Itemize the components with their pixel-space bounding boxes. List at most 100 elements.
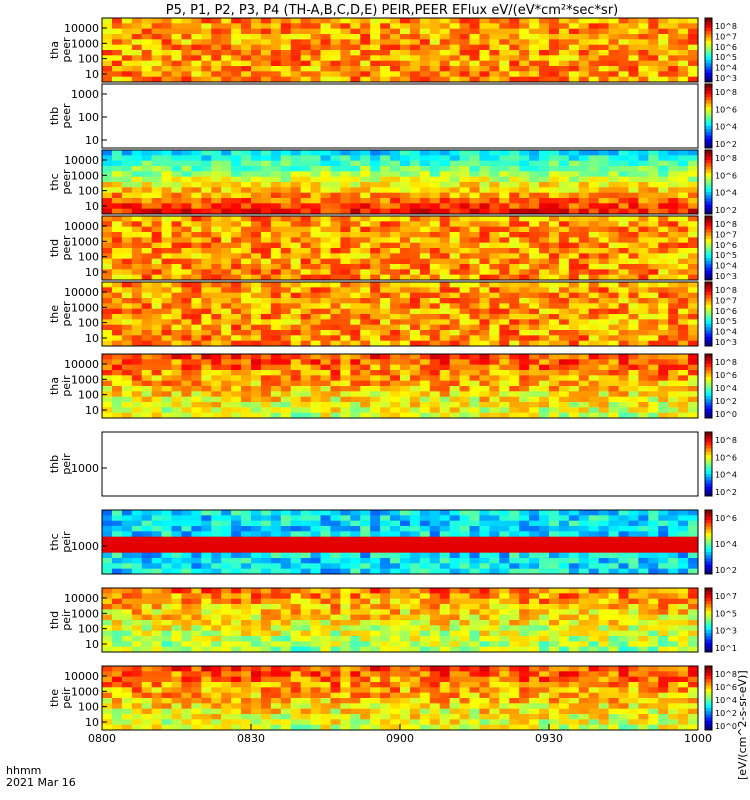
- spectrogram-cell: [459, 552, 470, 559]
- spectrogram-cell: [568, 198, 580, 204]
- spectrogram-cell: [578, 198, 590, 204]
- spectrogram-cell: [439, 221, 451, 228]
- spectrogram-cell: [121, 386, 133, 392]
- spectrogram-cell: [270, 66, 282, 72]
- spectrogram-cell: [549, 258, 560, 265]
- spectrogram-cell: [588, 396, 600, 403]
- spectrogram-cell: [568, 526, 580, 532]
- spectrogram-cell: [449, 287, 460, 294]
- spectrogram-cell: [141, 269, 153, 276]
- spectrogram-cell: [251, 264, 262, 270]
- spectrogram-cell: [558, 412, 570, 419]
- spectrogram-cell: [201, 375, 212, 382]
- spectrogram-cell: [251, 380, 262, 387]
- colorbar-segment: [705, 172, 712, 176]
- spectrogram-cell: [529, 269, 540, 276]
- panel-instrument-label: peir: [60, 531, 73, 553]
- spectrogram-cell: [161, 298, 172, 304]
- spectrogram-cell: [340, 354, 351, 360]
- spectrogram-cell: [598, 292, 609, 299]
- spectrogram-cell: [191, 604, 202, 610]
- colorbar-segment: [705, 141, 712, 146]
- spectrogram-cell: [191, 221, 202, 228]
- spectrogram-cell: [578, 253, 590, 260]
- spectrogram-cell: [668, 264, 679, 270]
- y-tick-label: 100: [78, 251, 99, 264]
- spectrogram-cell: [598, 340, 609, 347]
- y-tick-label: 10000: [64, 358, 99, 371]
- spectrogram-cell: [588, 242, 600, 249]
- spectrogram-cell: [469, 242, 480, 249]
- spectrogram-cell: [280, 60, 292, 67]
- spectrogram-cell: [290, 160, 302, 167]
- spectrogram-cell: [578, 226, 590, 233]
- spectrogram-cell: [121, 248, 133, 254]
- spectrogram-cell: [459, 314, 470, 320]
- spectrogram-cell: [300, 531, 311, 538]
- spectrogram-cell: [549, 319, 560, 326]
- spectrogram-cell: [201, 515, 212, 522]
- spectrogram-cell: [429, 242, 441, 249]
- spectrogram-cell: [429, 552, 441, 559]
- spectrogram-cell: [618, 510, 629, 516]
- spectrogram-cell: [141, 526, 153, 532]
- spectrogram-cell: [201, 526, 212, 532]
- spectrogram-cell: [211, 614, 222, 621]
- spectrogram-cell: [121, 354, 133, 360]
- spectrogram-cell: [400, 380, 411, 387]
- spectrogram-cell: [658, 515, 669, 522]
- spectrogram-cell: [588, 66, 600, 72]
- spectrogram-cell: [241, 237, 252, 244]
- spectrogram-cell: [598, 150, 609, 156]
- spectrogram-cell: [320, 198, 331, 204]
- spectrogram-cell: [519, 44, 530, 51]
- spectrogram-cell: [429, 314, 441, 320]
- spectrogram-cell: [658, 375, 669, 382]
- spectrogram-cell: [549, 171, 560, 178]
- spectrogram-cell: [380, 340, 391, 347]
- spectrogram-cell: [191, 166, 202, 172]
- spectrogram-cell: [191, 192, 202, 199]
- spectrogram-cell: [251, 150, 262, 156]
- spectrogram-cell: [459, 44, 470, 51]
- spectrogram-cell: [290, 531, 302, 538]
- spectrogram-cell: [429, 354, 441, 360]
- spectrogram-cell: [270, 604, 282, 610]
- spectrogram-cell: [678, 314, 689, 320]
- spectrogram-cell: [419, 18, 431, 24]
- spectrogram-cell: [241, 221, 252, 228]
- spectrogram-cell: [111, 526, 123, 532]
- spectrogram-cell: [310, 542, 321, 548]
- spectrogram-cell: [409, 391, 421, 398]
- spectrogram-cell: [370, 182, 381, 188]
- spectrogram-cell: [121, 50, 133, 56]
- spectrogram-cell: [221, 536, 232, 543]
- colorbar-segment: [705, 558, 712, 562]
- spectrogram-cell: [489, 412, 500, 419]
- spectrogram-cell: [270, 182, 282, 188]
- spectrogram-cell: [201, 292, 212, 299]
- spectrogram-cell: [300, 39, 311, 46]
- spectrogram-cell: [469, 50, 480, 56]
- spectrogram-cell: [151, 44, 162, 51]
- spectrogram-cell: [658, 520, 669, 527]
- spectrogram-cell: [151, 198, 162, 204]
- spectrogram-cell: [380, 364, 391, 371]
- spectrogram-cell: [459, 155, 470, 162]
- spectrogram-cell: [360, 171, 371, 178]
- spectrogram-cell: [280, 237, 292, 244]
- spectrogram-cell: [400, 28, 411, 35]
- spectrogram-cell: [598, 39, 609, 46]
- spectrogram-cell: [390, 76, 401, 83]
- spectrogram-cell: [400, 620, 411, 626]
- spectrogram-cell: [499, 314, 510, 320]
- spectrogram-cell: [449, 364, 460, 371]
- spectrogram-cell: [688, 370, 699, 376]
- spectrogram-cell: [191, 563, 202, 570]
- spectrogram-cell: [459, 60, 470, 67]
- colorbar-segment: [705, 370, 712, 374]
- spectrogram-cell: [499, 364, 510, 371]
- spectrogram-cell: [419, 166, 431, 172]
- spectrogram-cell: [350, 568, 361, 575]
- spectrogram-cell: [429, 208, 441, 215]
